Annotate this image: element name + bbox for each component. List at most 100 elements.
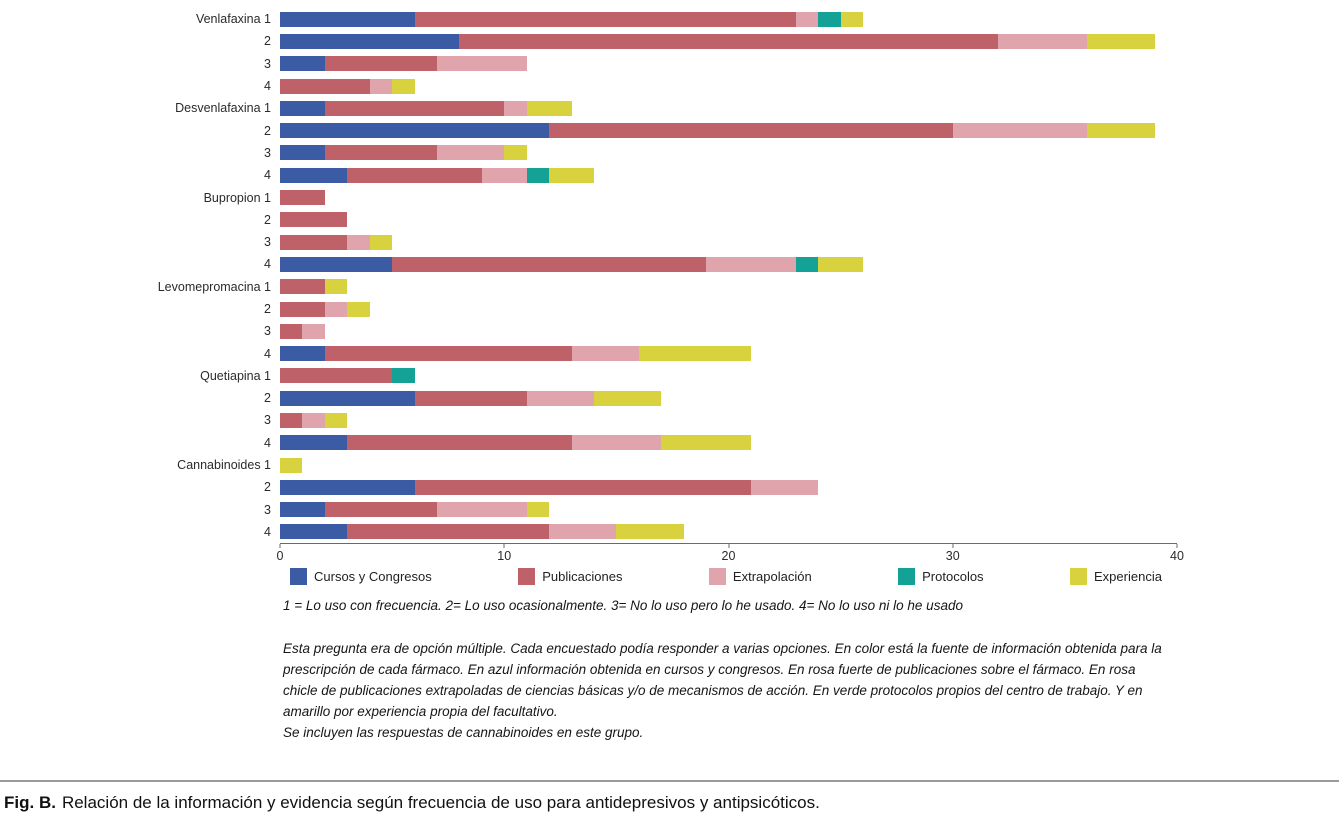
row-label: 2	[264, 123, 271, 138]
bar-track	[280, 78, 1177, 94]
bar-segment	[1087, 33, 1155, 49]
x-axis-tick	[728, 544, 729, 549]
bar-segment	[280, 524, 348, 540]
legend-swatch-icon	[518, 568, 536, 585]
chart-rows: Venlafaxina 1 2 3 4 Desvenlafaxina 1 2 3 4 Bupro…	[0, 8, 1339, 543]
row-label: 2	[264, 34, 271, 49]
bar-segment	[526, 100, 572, 116]
bar-segment	[280, 234, 348, 250]
bar-track	[280, 167, 1177, 183]
bar-segment	[414, 390, 527, 406]
figure-notes-last-line: Se incluyen las respuestas de cannabinoi…	[283, 725, 644, 741]
row-label: 2	[264, 391, 271, 406]
bar-segment	[706, 256, 796, 272]
bar-track	[280, 234, 1177, 250]
chart-row: 3	[0, 142, 1339, 164]
bar-segment	[549, 167, 594, 183]
chart-row: 3	[0, 320, 1339, 342]
chart-row: 2	[0, 209, 1339, 231]
bar-segment	[504, 100, 527, 116]
bar-segment	[280, 435, 348, 451]
bar-segment	[1087, 123, 1155, 139]
chart-row: 2	[0, 387, 1339, 409]
bar-segment	[280, 145, 325, 161]
row-label: 3	[264, 413, 271, 428]
row-label: Desvenlafaxina 1	[175, 101, 271, 116]
row-label: 2	[264, 480, 271, 495]
bar-track	[280, 256, 1177, 272]
chart-row: 2	[0, 30, 1339, 52]
bar-segment	[324, 346, 572, 362]
chart-row: 4	[0, 521, 1339, 543]
bar-segment	[638, 346, 751, 362]
bar-track	[280, 457, 1177, 473]
row-label: 3	[264, 235, 271, 250]
bar-segment	[593, 390, 662, 406]
row-label: 4	[264, 346, 271, 361]
legend-swatch-icon	[898, 568, 916, 585]
bar-segment	[504, 145, 527, 161]
legend-item: Extrapolación	[708, 568, 812, 585]
figure-notes-paragraph: Esta pregunta era de opción múltiple. Ca…	[283, 641, 1162, 720]
bar-track	[280, 479, 1177, 495]
bar-segment	[526, 167, 550, 183]
bar-segment	[795, 256, 819, 272]
bar-segment	[526, 502, 550, 518]
legend-label: Protocolos	[922, 569, 984, 584]
legend-item: Protocolos	[898, 568, 984, 585]
chart-row: 2	[0, 476, 1339, 498]
bar-segment	[280, 33, 460, 49]
chart-row: Bupropion 1	[0, 186, 1339, 208]
scale-note: 1 = Lo uso con frecuencia. 2= Lo uso oca…	[283, 598, 963, 613]
bar-segment	[750, 479, 819, 495]
legend-item: Cursos y Congresos	[290, 568, 432, 585]
legend-swatch-icon	[290, 568, 307, 585]
bar-segment	[324, 56, 437, 72]
legend-item: Publicaciones	[518, 568, 622, 585]
bar-segment	[280, 56, 325, 72]
bar-segment	[280, 190, 325, 206]
chart-row: Levomepromacina 1	[0, 276, 1339, 298]
chart-row: 3	[0, 499, 1339, 521]
bar-track	[280, 368, 1177, 384]
bar-track	[280, 100, 1177, 116]
bar-segment	[549, 524, 617, 540]
x-axis: 0 10 20 30 40	[277, 543, 1184, 568]
x-axis-tick	[503, 544, 505, 549]
bar-segment	[324, 145, 437, 161]
chart-row: 4	[0, 164, 1339, 186]
row-label: Cannabinoides 1	[177, 458, 271, 473]
chart-row: 4	[0, 432, 1339, 454]
bar-segment	[997, 33, 1088, 49]
row-label: 2	[264, 302, 271, 316]
chart-row: Cannabinoides 1	[0, 454, 1339, 476]
chart-row: 3	[0, 231, 1339, 253]
bar-track	[280, 279, 1177, 295]
row-label: 4	[264, 435, 271, 450]
bar-segment	[369, 78, 393, 94]
row-label: 3	[264, 145, 271, 160]
bar-segment	[459, 33, 998, 49]
bar-segment	[414, 479, 751, 495]
bar-track	[280, 390, 1177, 406]
bar-segment	[526, 390, 594, 406]
chart-row: Quetiapina 1	[0, 365, 1339, 387]
chart-row: 4	[0, 342, 1339, 364]
bar-segment	[616, 524, 684, 540]
bar-segment	[280, 301, 325, 317]
figure-caption: Fig. B. Relación de la información y evid…	[4, 793, 1334, 813]
bar-segment	[280, 502, 325, 518]
bar-segment	[280, 78, 370, 94]
chart-row: 4	[0, 253, 1339, 275]
x-axis-tick-label: 20	[721, 549, 736, 564]
bar-segment	[280, 279, 325, 295]
bar-segment	[436, 56, 527, 72]
stacked-bar-chart: Venlafaxina 1 2 3 4 Desvenlafaxina 1 2 3 4 Bupro…	[0, 8, 1339, 568]
bar-segment	[280, 412, 303, 428]
bar-segment	[347, 167, 482, 183]
bar-segment	[347, 524, 550, 540]
bar-track	[280, 190, 1177, 206]
row-label: 3	[264, 324, 271, 339]
x-axis-tick-label: 30	[945, 549, 960, 564]
bar-segment	[324, 412, 348, 428]
